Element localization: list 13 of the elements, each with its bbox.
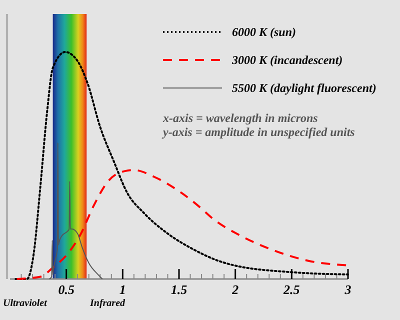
text: Infrared xyxy=(89,298,126,309)
text: Ultraviolet xyxy=(3,298,48,309)
x-tick-label: 1.5 xyxy=(170,282,188,297)
x-tick-label: 2 xyxy=(231,282,240,297)
x-tick-label: 0.5 xyxy=(58,282,75,297)
legend-label: 5500 K (daylight fluorescent) xyxy=(232,81,376,95)
legend-label: 6000 K (sun) xyxy=(232,25,296,39)
annotation: x-axis = wavelength in microns xyxy=(162,111,318,125)
x-tick-label: 2.5 xyxy=(282,282,300,297)
x-tick-label: 1 xyxy=(119,282,126,297)
annotation: y-axis = amplitude in unspecified units xyxy=(161,125,356,139)
legend-label: 3000 K (incandescent) xyxy=(231,53,343,67)
x-tick-label: 3 xyxy=(344,282,352,297)
